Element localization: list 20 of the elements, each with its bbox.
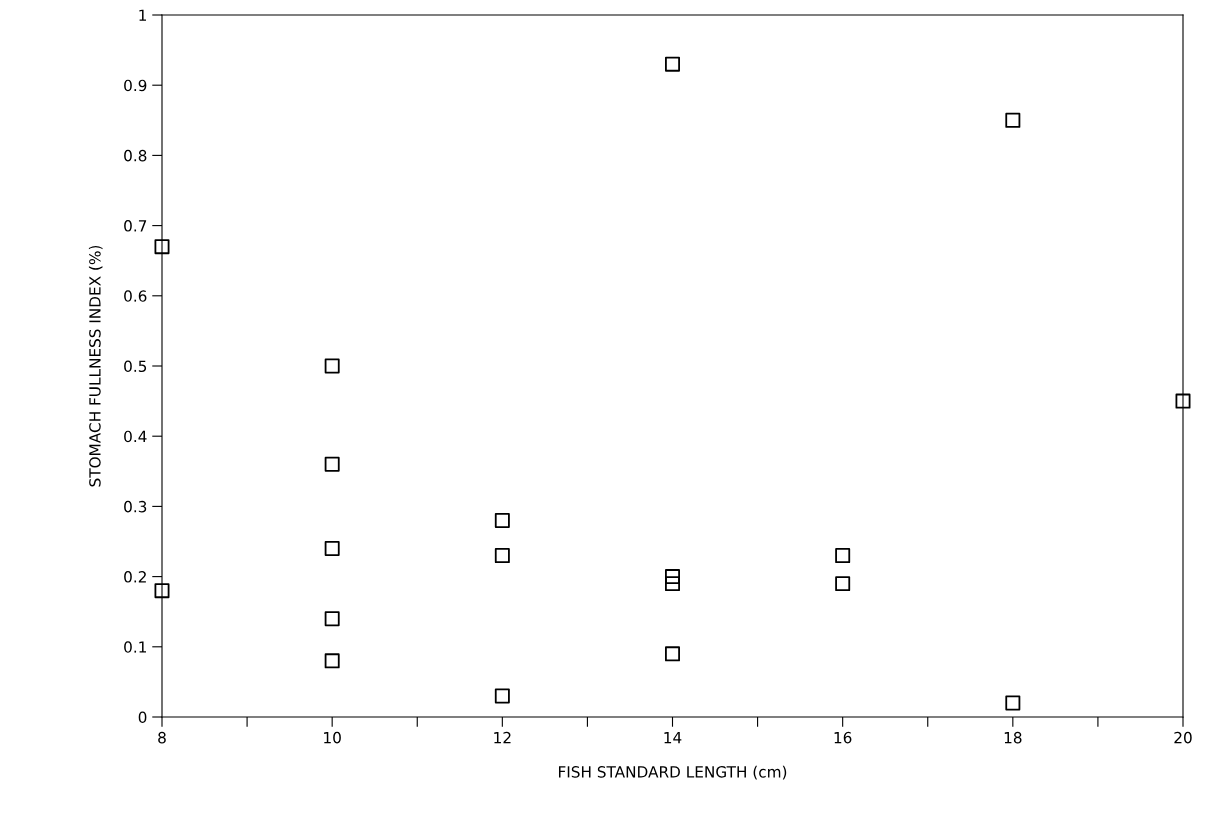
- y-tick-label: 1: [139, 9, 147, 21]
- x-tick-label: 20: [1174, 731, 1192, 744]
- y-tick-label: 0.1: [124, 641, 147, 653]
- x-tick-label: 10: [324, 731, 341, 744]
- y-tick-label: 0.9: [124, 79, 147, 92]
- x-axis-title: FISH STANDARD LENGTH (cm): [559, 765, 787, 780]
- x-tick-label: 8: [158, 731, 166, 744]
- y-tick-label: 0.8: [124, 149, 147, 162]
- y-tick-label: 0.3: [124, 500, 147, 513]
- x-tick-label: 12: [494, 731, 511, 744]
- x-tick-label: 16: [834, 731, 852, 744]
- y-axis-title: STOMACH FULLNESS INDEX (%): [88, 245, 103, 487]
- x-tick-label: 14: [664, 732, 682, 744]
- y-tick-label: 0.2: [124, 571, 146, 583]
- y-tick-label: 0.4: [124, 430, 147, 443]
- y-tick-label: 0.5: [124, 360, 147, 373]
- y-tick-label: 0.6: [124, 290, 147, 302]
- y-tick-label: 0: [138, 711, 147, 724]
- x-tick-label: 18: [1004, 731, 1022, 744]
- y-tick-label: 0.7: [124, 220, 147, 232]
